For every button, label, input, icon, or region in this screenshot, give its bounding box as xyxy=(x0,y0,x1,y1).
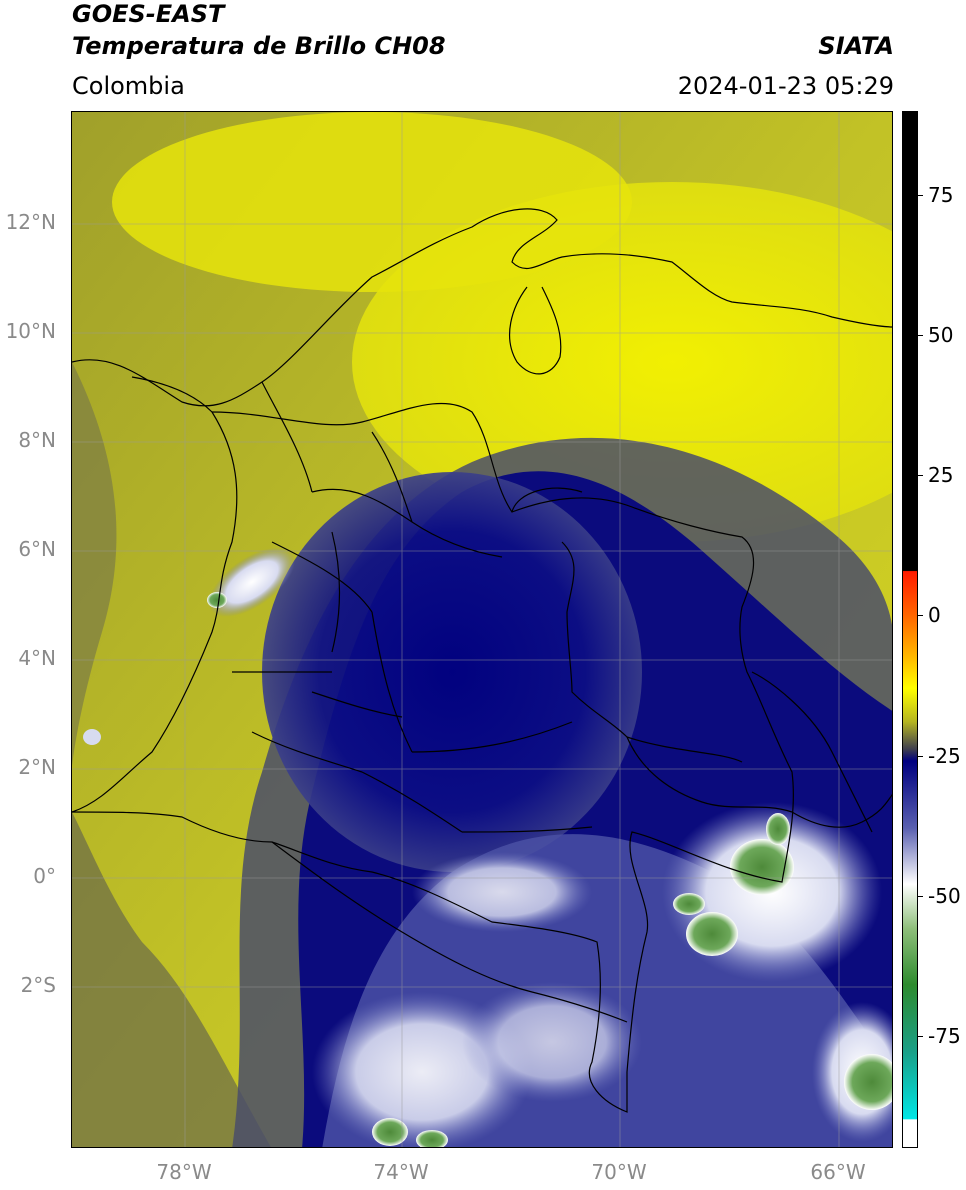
colorbar-tick-mark xyxy=(918,475,923,477)
colorbar-tick-mark xyxy=(918,1035,923,1037)
timestamp-label: 2024-01-23 05:29 xyxy=(677,72,894,100)
lat-tick-label: 4°N xyxy=(18,646,56,670)
brightness-temperature-field xyxy=(72,112,892,1147)
lat-tick-label: 10°N xyxy=(5,319,56,343)
map-gridlines xyxy=(72,112,892,1147)
temperature-colorbar xyxy=(902,111,918,1148)
lon-tick-label: 78°W xyxy=(156,1160,212,1184)
satellite-map xyxy=(71,111,893,1148)
map-borders xyxy=(72,208,892,1113)
colorbar-tick-mark xyxy=(918,755,923,757)
satellite-name: GOES-EAST xyxy=(72,0,225,28)
agency-label: SIATA xyxy=(818,32,894,60)
colorbar-tick-label: 50 xyxy=(928,323,954,348)
lon-tick-label: 70°W xyxy=(591,1160,647,1184)
colorbar-tick-mark xyxy=(918,615,923,617)
figure-title: GOES-EAST Temperatura de Brillo CH08 xyxy=(72,0,446,62)
colorbar-tick-label: -25 xyxy=(928,743,961,768)
lat-tick-label: 2°S xyxy=(20,973,56,997)
colorbar-tick-label: 75 xyxy=(928,183,954,208)
colorbar-tick-mark xyxy=(918,335,923,337)
colorbar-tick-label: 0 xyxy=(928,603,941,628)
colorbar-tick-mark xyxy=(918,195,923,197)
colorbar-tick-label: -75 xyxy=(928,1023,961,1048)
lon-tick-label: 74°W xyxy=(373,1160,429,1184)
lat-tick-label: 0° xyxy=(33,864,56,888)
colorbar-tick-mark xyxy=(918,895,923,897)
product-name: Temperatura de Brillo CH08 xyxy=(72,32,446,60)
lat-tick-label: 6°N xyxy=(18,537,56,561)
lat-tick-label: 12°N xyxy=(5,210,56,234)
lon-tick-label: 66°W xyxy=(810,1160,866,1184)
lat-tick-label: 2°N xyxy=(18,755,56,779)
colorbar-tick-label: -50 xyxy=(928,883,961,908)
lat-tick-label: 8°N xyxy=(18,428,56,452)
colorbar-tick-label: 25 xyxy=(928,463,954,488)
region-label: Colombia xyxy=(72,72,185,100)
